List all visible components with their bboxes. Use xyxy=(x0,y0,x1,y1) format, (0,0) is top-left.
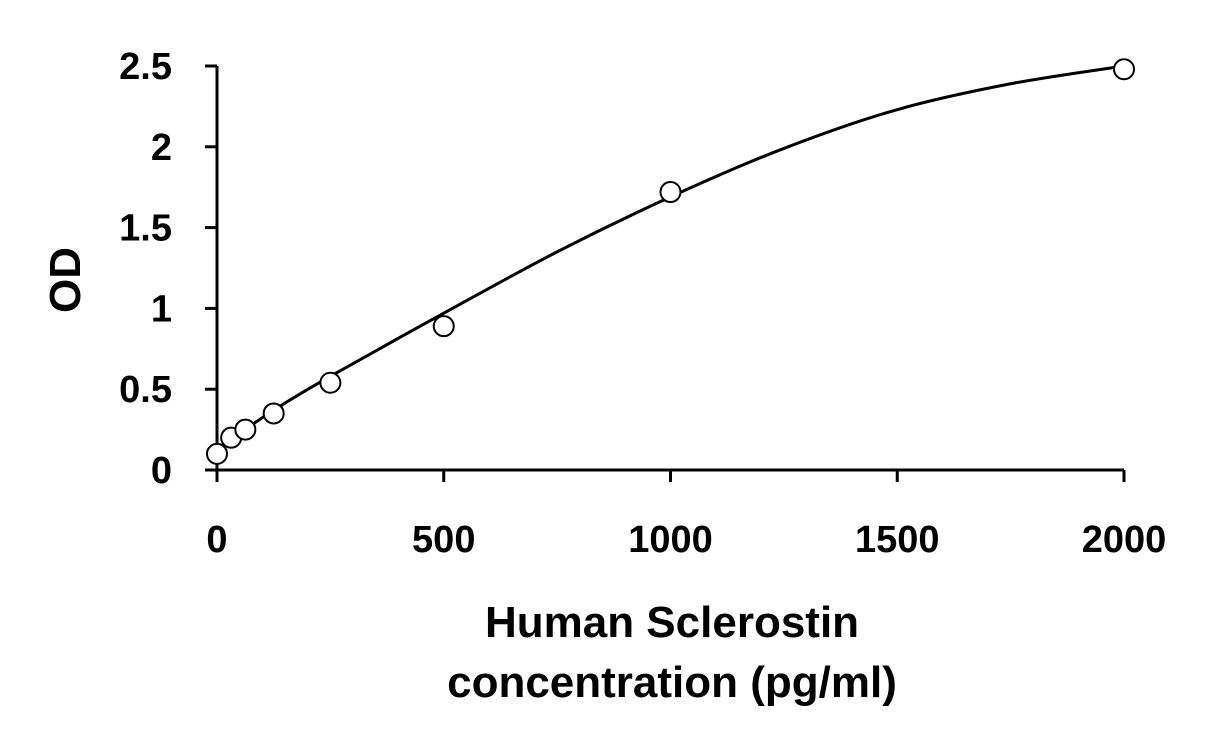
x-tick-label: 1500 xyxy=(855,519,940,561)
x-tick-label: 0 xyxy=(206,519,227,561)
y-tick-label: 0.5 xyxy=(119,369,172,411)
data-point xyxy=(262,402,285,425)
data-point xyxy=(206,442,228,465)
data-point xyxy=(319,371,342,394)
data-point xyxy=(659,181,682,204)
axis-titles: OD Human Sclerostin concentration (pg/ml… xyxy=(41,247,897,707)
data-points xyxy=(206,58,1135,465)
fit-curve-line xyxy=(216,64,1125,451)
y-tick-label: 1 xyxy=(151,288,172,330)
x-tick-label: 1000 xyxy=(628,519,713,561)
data-point xyxy=(234,418,257,441)
y-tick-label: 1.5 xyxy=(119,208,172,250)
x-axis-title-line-2: concentration (pg/ml) xyxy=(447,658,897,707)
y-tick-label: 2.5 xyxy=(119,46,172,88)
y-tick-label: 2 xyxy=(151,127,172,169)
y-tick-label: 0 xyxy=(151,450,172,492)
x-tick-label: 2000 xyxy=(1082,519,1167,561)
y-axis-ticks: 0 0.5 1 1.5 2 2.5 xyxy=(119,46,217,492)
x-axis-title-line-1: Human Sclerostin xyxy=(485,598,859,647)
x-axis-ticks: 0 500 1000 1500 2000 xyxy=(206,470,1166,561)
data-point xyxy=(1113,58,1135,81)
y-axis-title: OD xyxy=(41,247,90,313)
x-tick-label: 500 xyxy=(412,519,475,561)
axes xyxy=(215,66,1124,472)
fit-curve-group xyxy=(216,64,1125,451)
data-point xyxy=(432,315,455,338)
